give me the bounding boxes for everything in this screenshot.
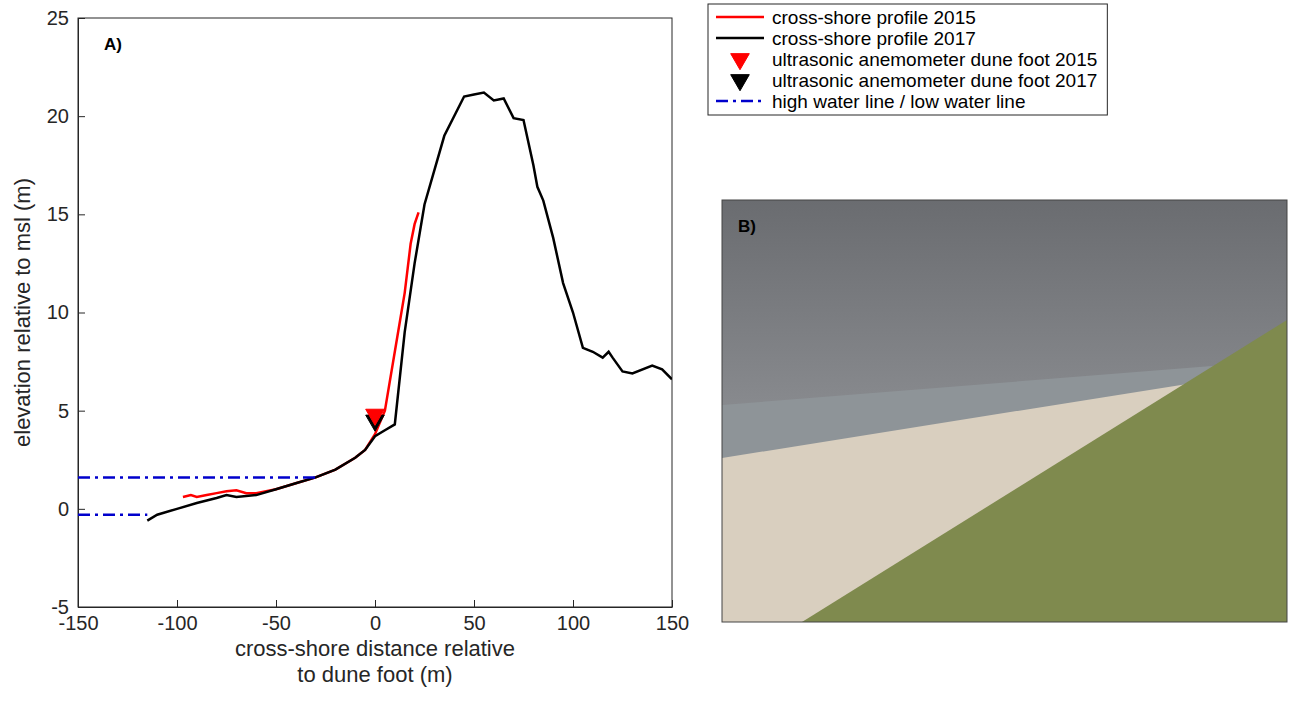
legend-line <box>716 16 764 19</box>
y-tick-mark <box>78 18 85 19</box>
x-tick: 100 <box>557 600 590 634</box>
panel-label: A) <box>104 35 122 54</box>
marker <box>366 409 385 425</box>
y-tick: 20 <box>47 105 85 127</box>
y-tick: 25 <box>47 7 85 29</box>
panel-label: B) <box>738 217 756 236</box>
x-tick-label: 150 <box>656 612 689 634</box>
legend-box <box>708 4 1107 115</box>
x-tick: 50 <box>463 600 485 634</box>
y-tick-label: 0 <box>58 498 69 520</box>
y-tick: 5 <box>58 400 85 422</box>
y-axis: -5 0 5 10 15 20 25 <box>47 7 85 618</box>
x-tick-label: -100 <box>157 612 197 634</box>
canvas: -150-100-50050100150-50510152025A)elevat… <box>0 0 1291 711</box>
dune <box>802 320 1287 622</box>
legend-label: high water line / low water line <box>772 91 1025 112</box>
x-tick: -100 <box>157 600 197 634</box>
x-tick-mark <box>573 600 574 607</box>
y-tick-mark <box>78 313 85 314</box>
plot-frame <box>78 18 672 607</box>
x-tick-label: 100 <box>557 612 590 634</box>
y-tick-mark <box>78 116 85 117</box>
legend-marker <box>731 75 750 91</box>
photo: B) <box>722 200 1287 622</box>
x-tick-label: -50 <box>262 612 291 634</box>
sky <box>722 200 1287 622</box>
x-tick-mark <box>177 600 178 607</box>
y-tick-label: 25 <box>47 7 69 29</box>
legend-marker <box>731 54 750 70</box>
y-tick: -5 <box>51 596 85 618</box>
y-tick: 10 <box>47 301 85 323</box>
x-axis-title: cross-shore distance relativeto dune foo… <box>235 636 515 687</box>
x-axis: -150-100-50050100150 <box>58 600 689 634</box>
legend-line <box>716 37 764 40</box>
x-tick: -50 <box>262 600 291 634</box>
legend: cross-shore profile 2015cross-shore prof… <box>708 4 1107 115</box>
series-line <box>78 477 316 514</box>
y-tick-label: -5 <box>51 596 69 618</box>
legend-label: cross-shore profile 2015 <box>772 7 976 28</box>
y-tick-mark <box>78 509 85 510</box>
y-tick-mark <box>78 214 85 215</box>
y-tick-mark <box>78 411 85 412</box>
x-tick-mark <box>375 600 376 607</box>
y-axis-title: elevation relative to msl (m) <box>10 178 35 447</box>
series-line <box>147 93 672 521</box>
photo-frame <box>722 200 1287 622</box>
y-tick-label: 20 <box>47 105 69 127</box>
y-tick-label: 5 <box>58 400 69 422</box>
x-tick: 150 <box>656 600 689 634</box>
x-tick-mark <box>276 600 277 607</box>
y-tick-label: 15 <box>47 203 69 225</box>
x-tick-label: 0 <box>370 612 381 634</box>
series-line <box>183 212 419 497</box>
plot-area <box>78 93 672 521</box>
x-tick: 0 <box>370 600 381 634</box>
legend-label: cross-shore profile 2017 <box>772 28 976 49</box>
legend-line <box>716 100 764 103</box>
x-tick-mark <box>474 600 475 607</box>
y-tick: 0 <box>58 498 85 520</box>
x-axis-line <box>79 607 673 608</box>
y-tick: 15 <box>47 203 85 225</box>
legend-label: ultrasonic anemometer dune foot 2017 <box>772 70 1097 91</box>
x-tick-mark <box>672 600 673 607</box>
y-tick-mark <box>78 607 85 608</box>
y-tick-label: 10 <box>47 301 69 323</box>
x-tick-label: 50 <box>463 612 485 634</box>
legend-label: ultrasonic anemometer dune foot 2015 <box>772 49 1097 70</box>
